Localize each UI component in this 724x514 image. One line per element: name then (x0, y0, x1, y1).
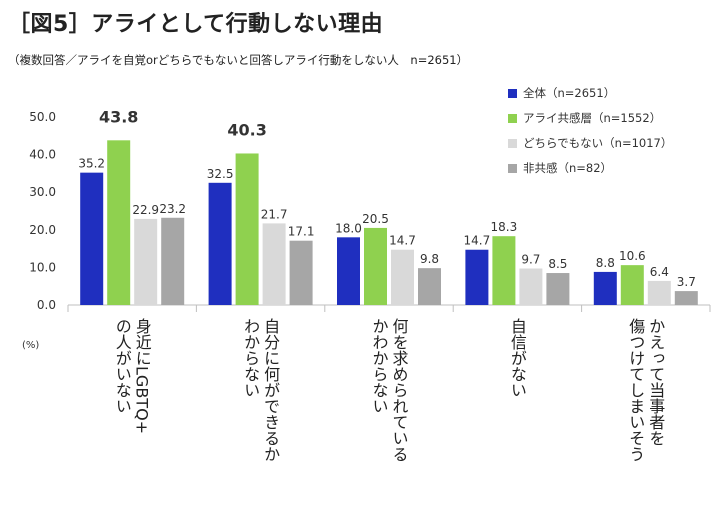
data-label: 22.9 (132, 203, 159, 217)
y-tick-label: 50.0 (29, 110, 56, 124)
category-label: わからない (241, 318, 260, 398)
y-tick-label: 30.0 (29, 185, 56, 199)
category-label: 身近にLGBTQ+ (133, 318, 152, 434)
chart-subtitle: （複数回答／アライを自覚orどちらでもないと回答しアライ行動をしない人 n=26… (8, 53, 469, 67)
data-label: 23.2 (159, 202, 186, 216)
legend-label: 非共感（n=82） (523, 161, 612, 175)
chart-title: ［図5］アライとして行動しない理由 (8, 12, 384, 37)
y-tick-label: 20.0 (29, 223, 56, 237)
category-label: 何を求められている (390, 318, 409, 462)
bar[interactable] (235, 153, 259, 305)
data-label: 8.5 (548, 257, 567, 271)
bar[interactable] (546, 273, 570, 305)
unit-label: (%) (22, 340, 39, 351)
bar[interactable] (647, 280, 671, 305)
category-label: 傷つけてしまいそう (626, 318, 645, 462)
bar[interactable] (161, 217, 185, 305)
bar[interactable] (337, 237, 360, 305)
category-label: の人がいない (113, 318, 132, 414)
data-label: 20.5 (362, 212, 389, 226)
data-label: 6.4 (650, 265, 669, 279)
bar[interactable] (289, 240, 313, 305)
bar[interactable] (519, 268, 543, 305)
category-label: 自信がない (508, 318, 527, 398)
data-label: 14.7 (464, 234, 491, 248)
bar[interactable] (391, 249, 414, 305)
data-label: 32.5 (207, 167, 234, 181)
legend-swatch (508, 114, 517, 123)
bar[interactable] (208, 182, 232, 305)
bar[interactable] (593, 271, 617, 305)
data-label: 35.2 (78, 157, 105, 171)
bar[interactable] (80, 172, 104, 305)
bar[interactable] (262, 223, 286, 305)
data-label: 3.7 (677, 275, 696, 289)
data-label: 17.1 (288, 225, 315, 239)
data-label: 10.6 (619, 249, 646, 263)
y-tick-label: 0.0 (37, 298, 56, 312)
data-label: 9.8 (420, 252, 439, 266)
bar[interactable] (465, 249, 489, 305)
bar[interactable] (674, 291, 698, 305)
data-label: 40.3 (227, 120, 266, 139)
y-tick-label: 40.0 (29, 148, 56, 162)
category-label: 自分に何ができるか (261, 318, 280, 462)
legend-swatch (508, 89, 517, 98)
bar[interactable] (364, 227, 387, 305)
legend-swatch (508, 139, 517, 148)
bar[interactable] (492, 236, 516, 305)
legend-label: どちらでもない（n=1017） (523, 136, 672, 150)
data-label: 8.8 (596, 256, 615, 270)
category-label: かわからない (370, 318, 389, 414)
legend-label: 全体（n=2651） (523, 86, 615, 100)
data-label: 18.0 (335, 221, 362, 235)
data-label: 14.7 (389, 234, 416, 248)
bar[interactable] (620, 265, 644, 305)
y-tick-label: 10.0 (29, 260, 56, 274)
category-label: かえって当事者を (646, 318, 665, 446)
data-label: 21.7 (261, 207, 288, 221)
legend-label: アライ共感層（n=1552） (523, 111, 661, 125)
legend-swatch (508, 164, 517, 173)
data-label: 18.3 (491, 220, 518, 234)
data-label: 43.8 (99, 107, 138, 126)
bar[interactable] (134, 218, 158, 305)
bar[interactable] (107, 140, 131, 305)
bar[interactable] (418, 268, 441, 305)
data-label: 9.7 (521, 253, 540, 267)
